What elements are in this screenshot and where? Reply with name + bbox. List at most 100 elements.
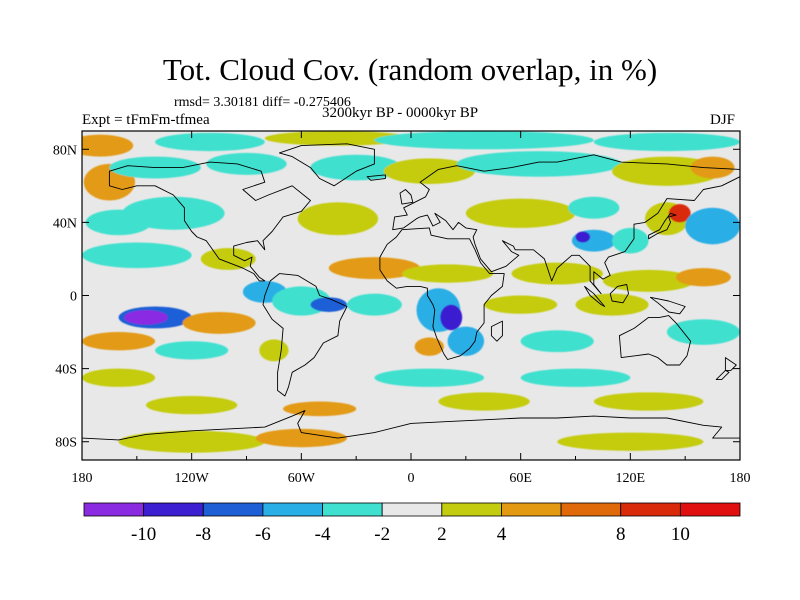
anomaly-patch — [447, 326, 485, 356]
coastline-greenland — [278, 143, 375, 187]
coastline-madagascar — [490, 320, 503, 342]
colorbar-swatch — [262, 502, 323, 517]
anomaly-patch — [182, 311, 256, 334]
y-axis-ticks: 80N 40N 0 40S 80S — [53, 143, 740, 451]
anomaly-patch — [347, 293, 402, 316]
coastline-sumatra — [584, 285, 606, 307]
anomaly-patch — [520, 368, 631, 387]
anomaly-patch — [414, 337, 444, 356]
anomaly-patch — [283, 401, 357, 417]
anomaly-patch — [82, 332, 156, 351]
y-tick-label: 40N — [53, 216, 77, 231]
anomaly-patch — [593, 132, 740, 152]
anomaly-patch — [465, 198, 576, 228]
colorbar: -10 -8 -6 -4 -2 2 4 8 10 — [83, 502, 741, 545]
colorbar-swatch — [620, 502, 681, 517]
coastline-arabia-iceland — [366, 174, 386, 181]
anomaly-patch — [85, 209, 152, 236]
colorbar-label: 4 — [497, 524, 507, 545]
colorbar-label: 10 — [671, 524, 690, 545]
anomaly-patch — [557, 432, 704, 451]
x-tick-label: 60W — [288, 471, 316, 486]
anomaly-patch — [612, 227, 649, 254]
anomaly-patch — [666, 319, 740, 345]
anomaly-patch — [255, 428, 348, 448]
coastline-eurasia — [392, 154, 740, 295]
anomaly-patch — [520, 330, 594, 353]
plot-title: Tot. Cloud Cov. (random overlap, in %) — [162, 52, 658, 87]
anomaly-patch — [145, 396, 238, 415]
coastline-uk — [399, 189, 414, 205]
x-tick-label: 60E — [509, 471, 532, 486]
coastline-south-america — [262, 273, 348, 397]
anomaly-patch — [259, 339, 289, 362]
x-axis-ticks: 180 120W 60W 0 60E 120E 180 — [72, 131, 751, 486]
coastline-japan — [648, 212, 677, 240]
anomaly-patch — [593, 392, 704, 411]
anomaly-patch — [383, 158, 475, 185]
colorbar-swatch — [322, 502, 383, 517]
anomaly-patch — [328, 257, 421, 280]
anomaly-patch — [456, 151, 622, 177]
anomaly-patch — [82, 368, 156, 387]
coastline-new-zealand — [724, 357, 737, 371]
anomaly-patch — [310, 297, 348, 312]
colorbar-swatch — [83, 502, 145, 517]
x-tick-label: 120W — [175, 471, 210, 486]
anomaly-patch — [82, 134, 134, 157]
anomaly-patch — [401, 264, 494, 283]
rmsd-diff-stats: rmsd= 3.30181 diff= -0.275406 — [174, 95, 351, 110]
anomaly-patch — [602, 269, 695, 292]
anomaly-patch — [575, 293, 649, 316]
colorbar-swatch — [143, 502, 204, 517]
colorbar-label: -8 — [195, 524, 211, 545]
y-tick-label: 80N — [53, 143, 77, 158]
colorbar-label: -6 — [255, 524, 271, 545]
y-tick-label: 40S — [55, 363, 77, 378]
anomaly-patch — [118, 430, 265, 453]
anomaly-patch — [668, 204, 691, 223]
anomaly-patch — [575, 231, 591, 243]
colorbar-swatch — [441, 502, 502, 517]
colorbar-label: -2 — [374, 524, 390, 545]
coastline-nz-south — [715, 369, 730, 381]
colorbar-label: 8 — [616, 524, 626, 545]
anomaly-patch — [690, 156, 735, 179]
colorbar-label: -4 — [315, 524, 331, 545]
coastline-borneo — [609, 284, 629, 304]
y-tick-label: 0 — [70, 290, 77, 305]
anomaly-patch — [374, 131, 594, 150]
x-tick-label: 120E — [616, 471, 646, 486]
anomaly-patch — [568, 196, 620, 219]
anomaly-patch — [206, 152, 287, 175]
colorbar-swatch — [679, 502, 741, 517]
x-tick-label: 180 — [730, 471, 751, 486]
coastline-africa — [379, 227, 505, 360]
anomaly-patch — [440, 304, 463, 331]
coastline-new-guinea — [649, 296, 686, 315]
coastlines — [82, 143, 740, 441]
x-tick-label: 180 — [72, 471, 93, 486]
anomaly-patch — [438, 392, 530, 411]
coastline-north-america — [108, 161, 311, 282]
anomaly-patch — [200, 247, 256, 270]
anomaly-patch — [124, 310, 168, 325]
colorbar-swatch — [202, 502, 264, 517]
colorbar-swatch — [560, 502, 622, 517]
anomaly-patch — [297, 202, 379, 236]
anomaly-patch — [676, 268, 731, 287]
anomaly-patch — [484, 295, 558, 314]
anomaly-patch — [374, 368, 485, 387]
season-label: DJF — [710, 112, 736, 128]
anomaly-patch — [155, 341, 229, 360]
coastline-australia — [618, 315, 692, 366]
colorbar-label: 2 — [437, 524, 447, 545]
colorbar-label: -10 — [131, 524, 156, 545]
anomaly-patch — [685, 207, 740, 245]
anomaly-patch — [82, 242, 192, 269]
coastline-antarctica — [82, 410, 740, 441]
anomaly-patch — [511, 262, 603, 285]
x-tick-label: 0 — [408, 471, 415, 486]
colorbar-swatch — [501, 502, 562, 517]
